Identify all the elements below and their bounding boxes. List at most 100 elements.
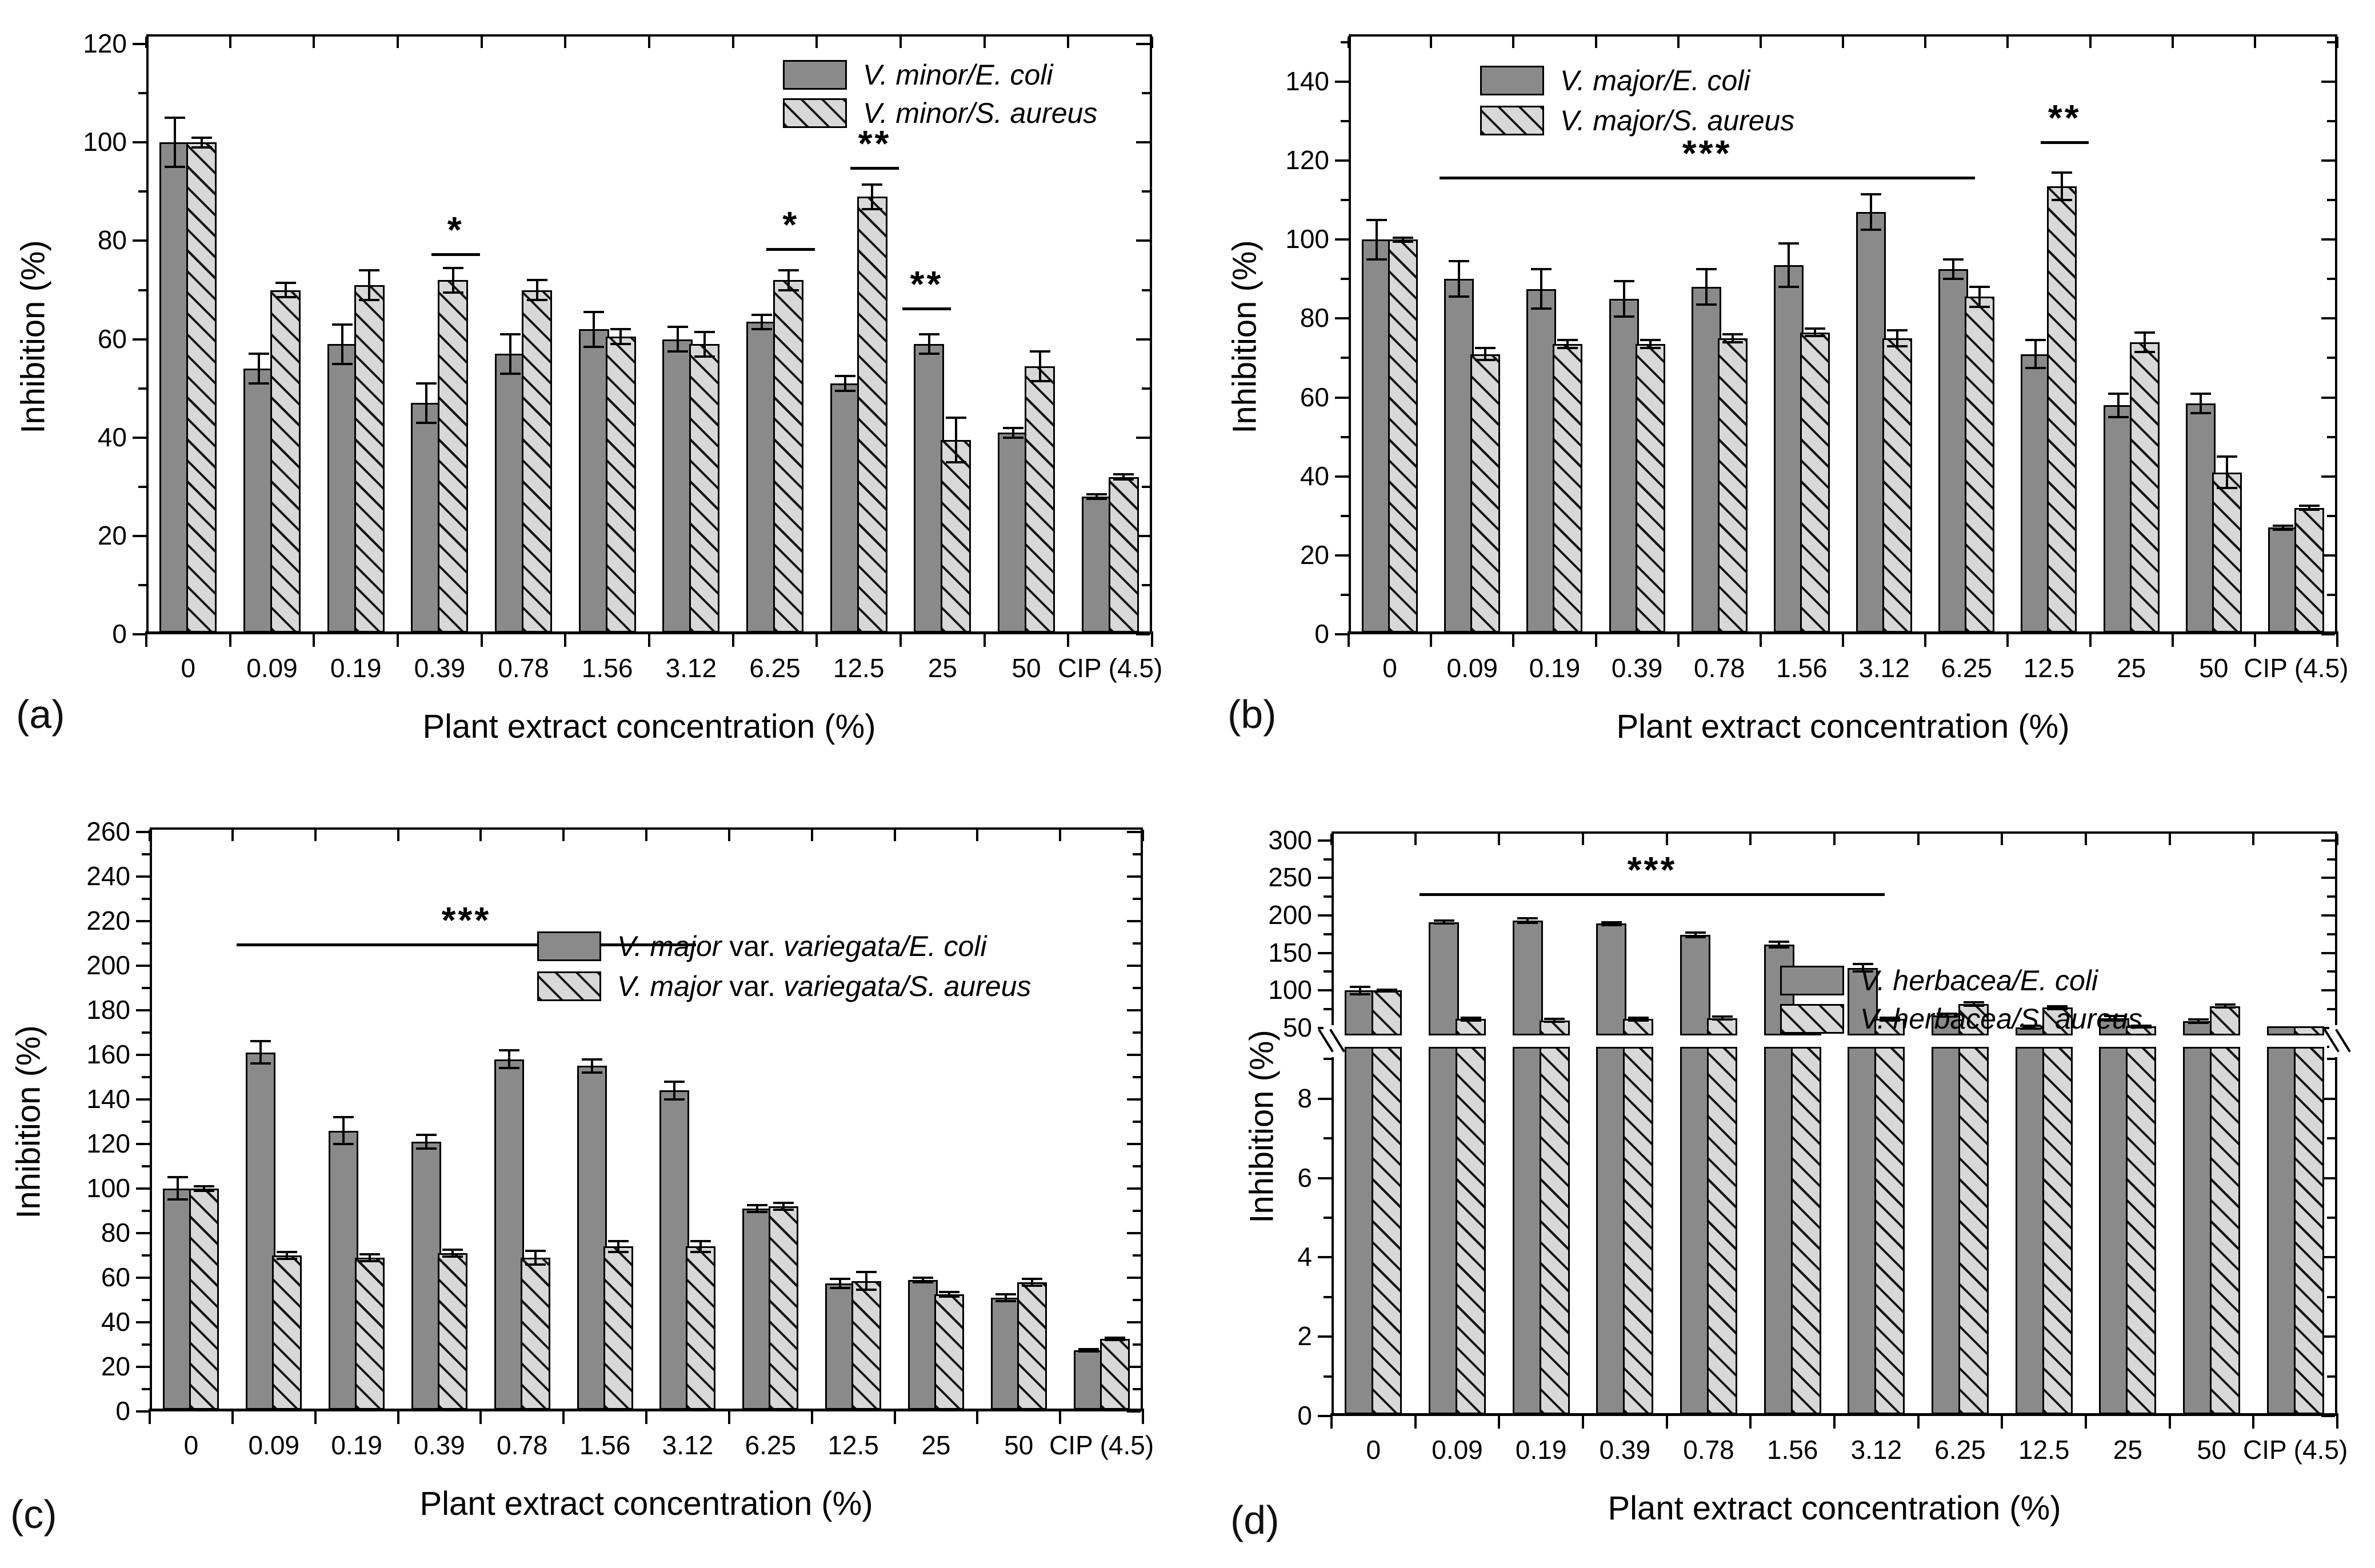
x-axis-line xyxy=(1330,1413,2338,1416)
plot-area-d xyxy=(1332,831,2337,1416)
y-tick-minor xyxy=(1341,514,1349,517)
error-bar xyxy=(2224,1005,2226,1008)
x-axis-line xyxy=(1348,631,2338,634)
x-tick xyxy=(564,634,567,647)
x-tick-label: 3.12 xyxy=(665,653,717,683)
error-cap-top xyxy=(277,1251,298,1254)
error-cap-top xyxy=(442,1249,463,1251)
error-cap-bottom xyxy=(1449,295,1470,298)
error-cap-top xyxy=(1449,260,1470,263)
error-cap-top xyxy=(499,333,521,335)
y-tick-minor xyxy=(1324,933,1332,935)
x-tick-inner-top xyxy=(648,37,650,48)
error-cap-top xyxy=(918,333,939,335)
error-bar xyxy=(865,1272,868,1290)
error-cap-top xyxy=(1531,268,1552,271)
y-tick-minor xyxy=(142,1075,150,1078)
error-cap-top xyxy=(1722,333,1743,335)
error-cap-top xyxy=(1021,1277,1042,1280)
bar-ecoli-0.19 xyxy=(1526,289,1557,633)
plot-area-a xyxy=(146,34,1152,634)
x-tick-label: 0.09 xyxy=(1446,653,1498,683)
y-tick-label: 100 xyxy=(1268,975,1312,1005)
y-tick-major xyxy=(1335,80,1349,83)
x-tick-label: 50 xyxy=(2199,653,2229,683)
x-tick-label: 25 xyxy=(2116,653,2146,683)
x-tick xyxy=(2171,634,2174,647)
error-bar xyxy=(286,1252,289,1259)
error-cap-bottom xyxy=(1433,922,1454,925)
y-tick-major xyxy=(1335,159,1349,162)
legend-swatch-hatched xyxy=(1780,1004,1844,1034)
y-tick-major xyxy=(136,1053,150,1056)
error-cap-top xyxy=(1778,242,1799,245)
error-bar xyxy=(2197,1019,2200,1023)
error-cap-bottom xyxy=(1366,258,1388,261)
y-tick-label: 6 xyxy=(1297,1162,1312,1193)
x-tick-inner-top xyxy=(1430,37,1433,48)
error-bar xyxy=(1540,269,1543,309)
bar-saureus-50 xyxy=(1025,366,1055,633)
y-tick-inner-right xyxy=(2321,396,2335,399)
x-tick-inner-top xyxy=(231,830,234,841)
error-cap-bottom xyxy=(498,1067,519,1070)
x-tick-label: 0.19 xyxy=(1515,1435,1567,1465)
x-axis-title: Plant extract concentration (%) xyxy=(422,708,876,745)
y-tick-inner-right xyxy=(1127,1365,1141,1368)
y-tick-inner-right xyxy=(2327,1375,2335,1378)
y-tick-major xyxy=(136,919,150,922)
error-cap-bottom xyxy=(995,1299,1016,1302)
legend-label: V. major var. variegata/E. coli xyxy=(617,930,987,962)
error-cap-top xyxy=(583,311,605,314)
y-tick-inner-right xyxy=(1127,964,1141,967)
error-cap-top xyxy=(778,269,799,272)
legend-swatch-hatched xyxy=(537,971,601,1001)
error-cap-bottom xyxy=(1393,240,1414,243)
error-cap-top xyxy=(856,1271,877,1274)
error-cap-bottom xyxy=(1943,278,1964,281)
y-tick-label: 0 xyxy=(1297,1401,1312,1430)
x-tick xyxy=(1677,634,1680,647)
panel-c: 0 20 40 60 80 100 120 140 160 180 200 220 240 260 0 0.0… xyxy=(0,784,1188,1568)
x-tick xyxy=(2168,1416,2171,1429)
error-bar xyxy=(534,1251,537,1265)
bar-saureus-0-lower xyxy=(1372,1047,1402,1414)
error-bar xyxy=(2113,1015,2116,1021)
error-bar xyxy=(1952,259,1955,279)
error-cap-bottom xyxy=(1852,970,1873,973)
y-tick-major xyxy=(136,875,150,878)
error-cap-top xyxy=(525,1250,546,1253)
y-tick-minor xyxy=(1341,199,1349,202)
error-cap-top xyxy=(1376,988,1397,991)
error-bar xyxy=(590,1059,593,1073)
error-cap-top xyxy=(1433,919,1454,922)
error-cap-bottom xyxy=(1936,1015,1957,1018)
error-cap-top xyxy=(248,353,269,355)
error-bar xyxy=(341,324,344,364)
error-cap-top xyxy=(830,1277,851,1280)
bar-ecoli-1.56 xyxy=(578,329,609,633)
y-tick-inner-right xyxy=(1136,338,1150,341)
y-tick-inner-right xyxy=(1133,1075,1141,1078)
x-tick-label: 1.56 xyxy=(579,1430,631,1460)
x-tick-label: 1.56 xyxy=(1766,1435,1818,1465)
error-cap-bottom xyxy=(1029,379,1050,382)
bar-saureus-0.78 xyxy=(1717,338,1748,633)
error-cap-bottom xyxy=(1640,347,1661,350)
error-cap-bottom xyxy=(333,1142,354,1145)
y-tick-major xyxy=(1335,554,1349,557)
error-cap-bottom xyxy=(1531,307,1552,310)
bar-ecoli-0.78 xyxy=(1691,287,1721,633)
y-tick-minor xyxy=(142,1031,150,1034)
error-cap-top xyxy=(2134,331,2155,334)
significance-stars: * xyxy=(782,204,799,246)
x-tick xyxy=(229,634,231,647)
plot-area-c xyxy=(150,827,1143,1411)
error-cap-bottom xyxy=(856,1289,877,1291)
x-tick-label: CIP (4.5) xyxy=(2244,653,2349,683)
y-tick-label: 120 xyxy=(1285,145,1329,175)
error-bar xyxy=(1442,921,1445,924)
bar-ecoli-6.25 xyxy=(742,1209,773,1410)
x-tick xyxy=(1917,1416,1920,1429)
